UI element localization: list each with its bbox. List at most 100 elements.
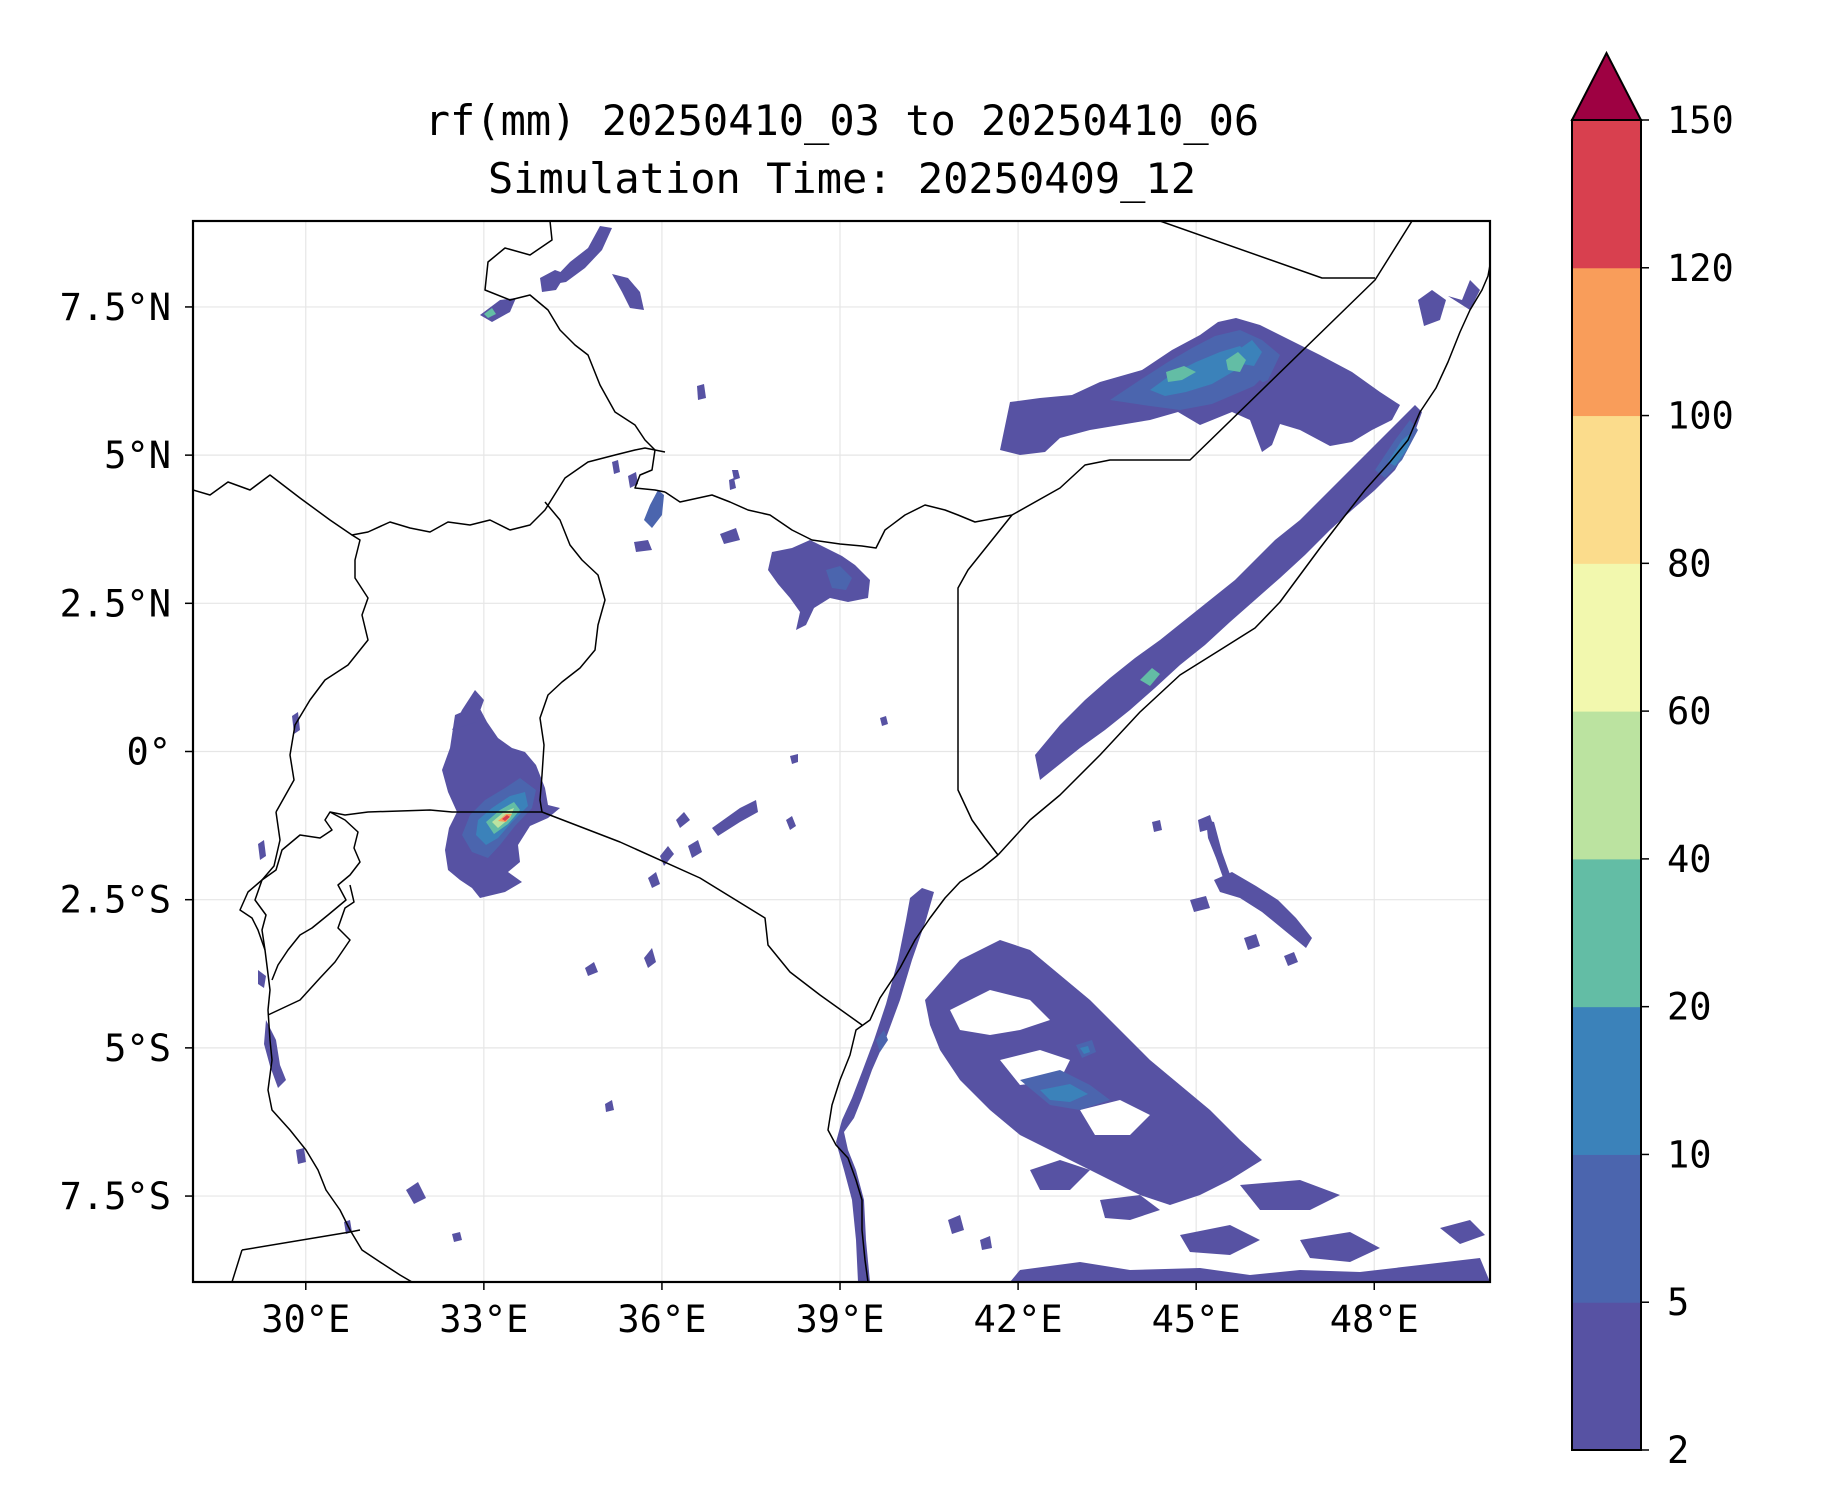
colorbar-label: 100 <box>1667 395 1734 438</box>
colorbar-label: 2 <box>1667 1429 1689 1472</box>
border-line <box>997 264 1490 856</box>
rain-area <box>585 962 598 976</box>
rainfall-field <box>258 226 1490 1282</box>
rain-area <box>540 270 566 292</box>
title-line-1: rf(mm) 20250410_03 to 20250410_06 <box>425 96 1259 145</box>
rain-area <box>406 1182 426 1204</box>
border-line <box>267 884 355 1016</box>
rain-area <box>720 528 740 544</box>
colorbar-label: 20 <box>1667 986 1712 1029</box>
border-line <box>1159 221 1375 279</box>
rain-area <box>980 1236 992 1250</box>
rain-area <box>950 990 1050 1035</box>
rain-area <box>605 1100 614 1112</box>
colorbar-label: 150 <box>1667 99 1734 142</box>
colorbar-segment <box>1572 563 1641 712</box>
rain-area <box>644 490 664 528</box>
rain-area <box>502 815 510 821</box>
rain-area <box>732 470 740 480</box>
border-line <box>239 879 266 951</box>
rain-area <box>1080 1100 1150 1135</box>
country-borders <box>193 221 1490 1282</box>
colorbar-segment <box>1572 120 1641 269</box>
rain-area <box>876 1030 888 1052</box>
title-line-2: Simulation Time: 20250409_12 <box>488 154 1196 203</box>
rain-area <box>452 1232 462 1242</box>
border-line <box>231 1249 243 1282</box>
rain-area <box>258 970 266 988</box>
rain-area <box>826 566 852 590</box>
rain-area <box>1166 366 1196 382</box>
map-panel: 30°E 33°E 36°E 39°E 42°E 45°E 48°E 7.5°N 5°N 2.5… <box>60 219 1492 1341</box>
rain-area <box>768 540 870 630</box>
rain-area <box>628 472 638 488</box>
colorbar-segment <box>1572 711 1641 860</box>
border-line <box>261 811 281 881</box>
rain-area <box>1030 1160 1090 1190</box>
rain-area <box>1244 934 1260 950</box>
rain-area <box>612 274 644 310</box>
rain-area <box>1284 952 1298 966</box>
rain-area <box>1152 820 1162 832</box>
gridlines <box>193 221 1490 1282</box>
colorbar-segment <box>1572 858 1641 1008</box>
rain-area <box>1440 1220 1485 1244</box>
rain-area <box>1150 1140 1240 1170</box>
border-line <box>484 221 666 493</box>
rain-area <box>786 816 796 830</box>
x-tick-label: 33°E <box>439 1298 528 1341</box>
x-tick-label: 45°E <box>1152 1298 1241 1341</box>
rain-area <box>648 872 660 888</box>
rain-area <box>1140 668 1160 686</box>
rain-area <box>1300 1232 1380 1262</box>
x-tick-label: 42°E <box>974 1298 1063 1341</box>
colorbar-segment <box>1572 1302 1641 1451</box>
rain-area <box>1214 872 1312 948</box>
rain-area <box>1040 1084 1088 1102</box>
colorbar-label: 5 <box>1667 1281 1689 1324</box>
x-tick-label: 30°E <box>261 1298 350 1341</box>
rain-area <box>880 716 888 726</box>
border-line <box>541 811 863 1026</box>
rain-area <box>296 1148 306 1164</box>
border-line <box>539 501 606 813</box>
rain-area <box>644 948 656 968</box>
rain-area <box>1448 280 1480 310</box>
y-tick-label: 5°N <box>104 434 171 477</box>
y-tick-label: 2.5°N <box>60 582 171 625</box>
rain-area <box>1206 820 1232 886</box>
y-tick-label: 0° <box>126 731 171 774</box>
rain-area <box>484 308 496 318</box>
rain-area <box>548 226 612 285</box>
x-tick-label: 48°E <box>1330 1298 1419 1341</box>
colorbar-segment <box>1572 1006 1641 1155</box>
x-tick-label: 39°E <box>795 1298 884 1341</box>
rain-area <box>1418 290 1446 326</box>
colorbar-frame <box>1571 119 1642 1451</box>
border-line <box>275 534 369 813</box>
colorbar-extend-triangle <box>1570 50 1643 121</box>
x-tick-label: 36°E <box>617 1298 706 1341</box>
rain-area <box>634 540 652 552</box>
rain-area <box>1180 1225 1260 1255</box>
rain-area <box>1240 1180 1340 1210</box>
colorbar-segment <box>1572 415 1641 564</box>
rain-area <box>688 840 702 858</box>
rain-area <box>612 460 620 474</box>
colorbar-label: 80 <box>1667 542 1712 585</box>
border-line <box>827 854 999 1282</box>
y-tick-label: 5°S <box>104 1027 171 1070</box>
rain-area <box>729 478 736 490</box>
rain-area <box>1035 405 1422 780</box>
y-tick-label: 7.5°N <box>60 286 171 329</box>
border-line <box>241 1229 361 1251</box>
rain-area <box>1190 896 1210 912</box>
y-tick-label: 7.5°S <box>60 1175 171 1218</box>
y-tick-label: 2.5°S <box>60 879 171 922</box>
colorbar-segment <box>1572 267 1641 417</box>
rain-area <box>1226 352 1246 372</box>
rain-area <box>258 840 266 860</box>
rain-area <box>1245 380 1272 412</box>
border-line <box>957 514 1013 856</box>
rain-area <box>1150 346 1250 396</box>
